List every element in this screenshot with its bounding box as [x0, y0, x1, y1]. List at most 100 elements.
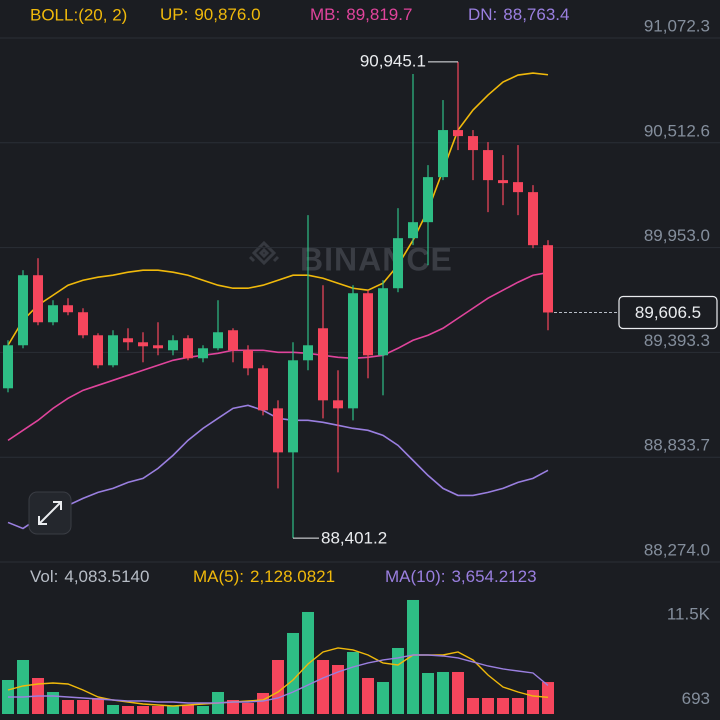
- candle-body: [168, 340, 178, 351]
- candle-body: [453, 130, 463, 137]
- volume-bar: [317, 659, 329, 714]
- volume-bar: [497, 697, 509, 714]
- candle-body: [378, 288, 388, 356]
- volume-ma-line: [7, 647, 549, 707]
- volume-ma-line: [8, 654, 549, 704]
- candle-body: [483, 150, 493, 181]
- legend-name: Vol:: [30, 567, 58, 586]
- volume-bar: [407, 599, 419, 714]
- volume-bar: [377, 681, 389, 714]
- current-price-label: 89,606.5: [635, 303, 701, 322]
- volume-legend-entry: MA(10): 3,654.2123: [385, 567, 537, 586]
- candle-body: [498, 180, 508, 184]
- legend-value: 2,128.0821: [250, 567, 335, 586]
- candle-body: [258, 368, 268, 411]
- volume-bar: [527, 689, 539, 714]
- legend-name: UP:: [160, 5, 188, 24]
- candle-body: [18, 275, 28, 346]
- candle-body: [138, 342, 148, 347]
- y-tick-label: 89,393.3: [644, 331, 710, 350]
- legend-entry: DN: 88,763.4: [468, 5, 569, 24]
- candle-body: [183, 338, 193, 359]
- volume-bar: [167, 706, 179, 714]
- y-tick-label: 89,953.0: [644, 226, 710, 245]
- candle-body: [438, 130, 448, 178]
- candle-body: [63, 305, 73, 313]
- legend-name: DN:: [468, 5, 497, 24]
- volume-bar: [62, 699, 74, 714]
- volume-bar: [272, 659, 284, 714]
- volume-bar: [92, 697, 104, 714]
- volume-bar: [302, 611, 314, 714]
- y-tick-label: 91,072.3: [644, 16, 710, 35]
- candle-body: [513, 182, 523, 193]
- volume-bar: [77, 699, 89, 714]
- volume-bar: [107, 705, 119, 714]
- volume-bar: [152, 706, 164, 714]
- volume-bar: [512, 697, 524, 714]
- legend-entry: MB: 89,819.7: [310, 5, 412, 24]
- y-tick-label: 90,512.6: [644, 121, 710, 140]
- candle-body: [528, 192, 538, 246]
- candle-body: [303, 345, 313, 361]
- legend-entry: UP: 90,876.0: [160, 5, 261, 24]
- volume-bar: [287, 632, 299, 714]
- volume-bar: [437, 671, 449, 714]
- watermark-logo: [248, 240, 280, 266]
- volume-tick-label: 11.5K: [667, 604, 711, 623]
- volume-bar: [137, 706, 149, 714]
- legend-name: MB:: [310, 5, 340, 24]
- candle-body: [48, 305, 58, 323]
- volume-legend-entry: MA(5): 2,128.0821: [193, 567, 335, 586]
- y-tick-label: 88,274.0: [644, 540, 710, 559]
- volume-bar: [242, 702, 254, 714]
- volume-bar: [422, 672, 434, 714]
- candle-body: [3, 345, 13, 389]
- volume-bar: [452, 671, 464, 714]
- boll-line: [7, 271, 549, 442]
- legend-value: 89,819.7: [346, 5, 412, 24]
- volume-bar: [332, 664, 344, 714]
- candle-body: [408, 222, 418, 239]
- volume-bar: [347, 651, 359, 714]
- candle-body: [123, 338, 133, 343]
- candle-body: [108, 335, 118, 366]
- indicator-name: BOLL:(20, 2): [30, 5, 127, 24]
- candle-body: [198, 348, 208, 359]
- volume-bar: [227, 699, 239, 714]
- candle-body: [318, 328, 328, 401]
- candle-body: [93, 335, 103, 366]
- extreme-label: 90,945.1: [360, 51, 426, 70]
- legend-value: 90,876.0: [194, 5, 260, 24]
- legend-name: MA(10):: [385, 567, 445, 586]
- volume-bar: [47, 691, 59, 714]
- volume-bar: [362, 677, 374, 714]
- volume-tick-label: 693: [682, 689, 710, 708]
- volume-legend-entry: Vol: 4,083.5140: [30, 567, 149, 586]
- candle-body: [393, 238, 403, 289]
- candle-body: [423, 177, 433, 223]
- y-tick-label: 88,833.7: [644, 436, 710, 455]
- candle-body: [363, 293, 373, 356]
- expand-icon: [38, 501, 62, 525]
- candle-body: [33, 275, 43, 323]
- volume-bar: [197, 706, 209, 714]
- candle-body: [213, 332, 223, 349]
- current-price-box: [618, 295, 718, 330]
- volume-bar: [257, 692, 269, 714]
- candle-body: [543, 245, 553, 313]
- volume-bar: [467, 697, 479, 714]
- candle-body: [228, 330, 238, 351]
- watermark: BINANCE: [300, 241, 453, 277]
- legend-value: 4,083.5140: [64, 567, 149, 586]
- volume-bar: [542, 682, 554, 714]
- candle-body: [288, 360, 298, 453]
- expand-button[interactable]: [28, 491, 72, 535]
- extreme-label: 88,401.2: [321, 529, 387, 548]
- volume-bar: [122, 706, 134, 714]
- volume-bar: [182, 705, 194, 714]
- volume-bar: [482, 697, 494, 714]
